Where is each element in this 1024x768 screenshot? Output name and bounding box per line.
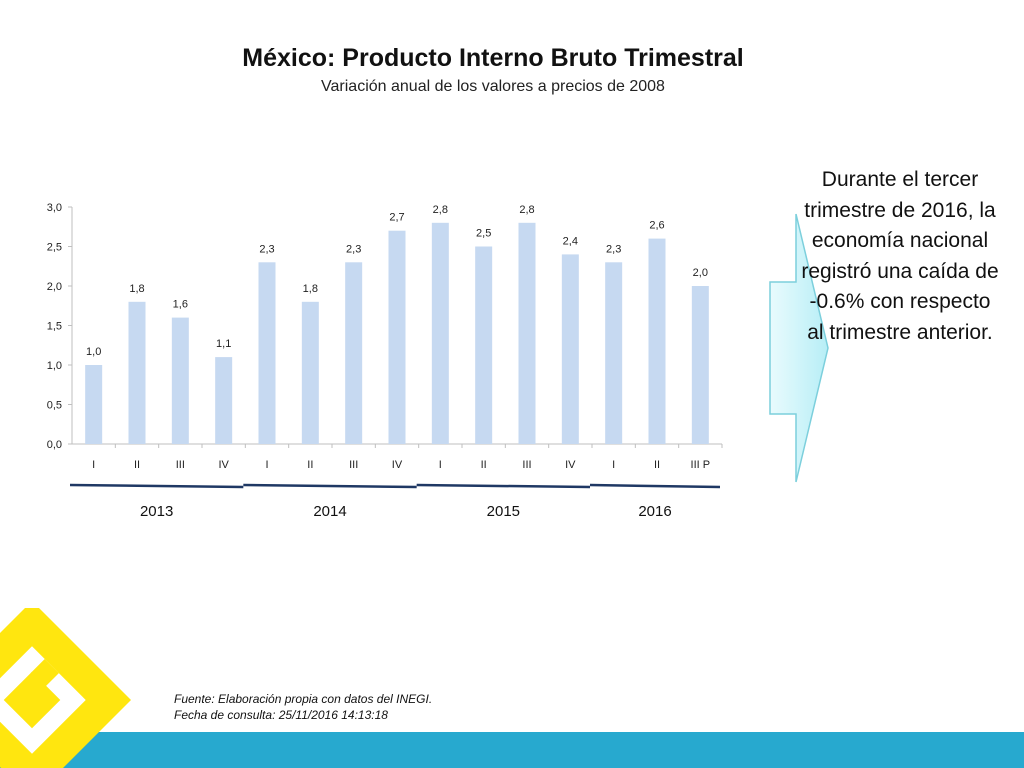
data-label: 2,3 xyxy=(259,243,274,255)
data-label: 1,0 xyxy=(86,346,101,358)
year-label: 2013 xyxy=(140,503,173,520)
chart-subtitle: Variación anual de los valores a precios… xyxy=(321,78,665,95)
x-tick-label: I xyxy=(612,459,615,471)
y-tick-label: 2,5 xyxy=(47,242,62,254)
data-label: 2,3 xyxy=(606,243,621,255)
data-label: 1,8 xyxy=(303,283,318,295)
logo-shape xyxy=(0,608,131,768)
x-tick-label: IV xyxy=(392,459,403,471)
footer-band xyxy=(0,732,1024,768)
y-tick-label: 0,0 xyxy=(47,439,62,451)
x-tick-label: IV xyxy=(218,459,229,471)
y-tick-label: 2,0 xyxy=(47,281,62,293)
x-tick-label: III xyxy=(176,459,185,471)
data-label: 2,4 xyxy=(563,235,578,247)
bar xyxy=(215,357,233,444)
bar-chart: 0,00,51,01,52,02,53,01,0I1,8II1,6III1,1I… xyxy=(47,202,723,520)
data-label: 2,8 xyxy=(519,204,534,216)
chart-title: México: Producto Interno Bruto Trimestra… xyxy=(242,44,744,72)
bar xyxy=(691,286,709,444)
callout-text: Durante el tercer trimestre de 2016, la … xyxy=(801,168,999,344)
data-label: 2,6 xyxy=(649,220,664,232)
year-label: 2015 xyxy=(487,503,520,520)
bar xyxy=(431,222,449,444)
year-bracket xyxy=(69,483,244,489)
data-label: 1,1 xyxy=(216,338,231,350)
callout-arrow xyxy=(769,213,829,483)
x-tick-label: II xyxy=(654,459,660,471)
y-tick-label: 1,5 xyxy=(47,321,62,333)
source-line: Fuente: Elaboración propia con datos del… xyxy=(174,692,433,706)
bar xyxy=(171,317,189,444)
y-tick-label: 0,5 xyxy=(47,400,62,412)
x-tick-label: III xyxy=(349,459,358,471)
y-tick-label: 3,0 xyxy=(47,202,62,214)
bar xyxy=(518,222,536,444)
bar xyxy=(605,262,623,444)
data-label: 2,0 xyxy=(693,267,708,279)
year-label: 2016 xyxy=(638,503,671,520)
date-line: Fecha de consulta: 25/11/2016 14:13:18 xyxy=(174,708,388,722)
bar xyxy=(475,246,493,444)
data-label: 2,7 xyxy=(389,212,404,224)
data-label: 1,8 xyxy=(129,283,144,295)
bar xyxy=(258,262,276,444)
year-bracket xyxy=(243,483,417,489)
year-bracket xyxy=(589,483,721,489)
data-label: 2,8 xyxy=(433,204,448,216)
data-label: 2,3 xyxy=(346,243,361,255)
x-tick-label: I xyxy=(439,459,442,471)
x-tick-label: IV xyxy=(565,459,576,471)
bar xyxy=(561,254,579,444)
x-tick-label: II xyxy=(481,459,487,471)
bar xyxy=(301,301,319,444)
x-tick-label: II xyxy=(134,459,140,471)
bar xyxy=(85,365,103,444)
data-label: 1,6 xyxy=(173,299,188,311)
bar xyxy=(648,238,666,444)
bar xyxy=(128,301,146,444)
source-note: Fuente: Elaboración propia con datos del… xyxy=(174,691,432,723)
year-label: 2014 xyxy=(313,503,346,520)
x-tick-label: III P xyxy=(691,459,711,471)
x-tick-label: III xyxy=(522,459,531,471)
bar xyxy=(345,262,363,444)
bar xyxy=(388,230,406,444)
y-tick-label: 1,0 xyxy=(47,360,62,372)
x-tick-label: I xyxy=(92,459,95,471)
x-tick-label: II xyxy=(307,459,313,471)
x-tick-label: I xyxy=(265,459,268,471)
year-bracket xyxy=(416,483,591,489)
data-label: 2,5 xyxy=(476,228,491,240)
